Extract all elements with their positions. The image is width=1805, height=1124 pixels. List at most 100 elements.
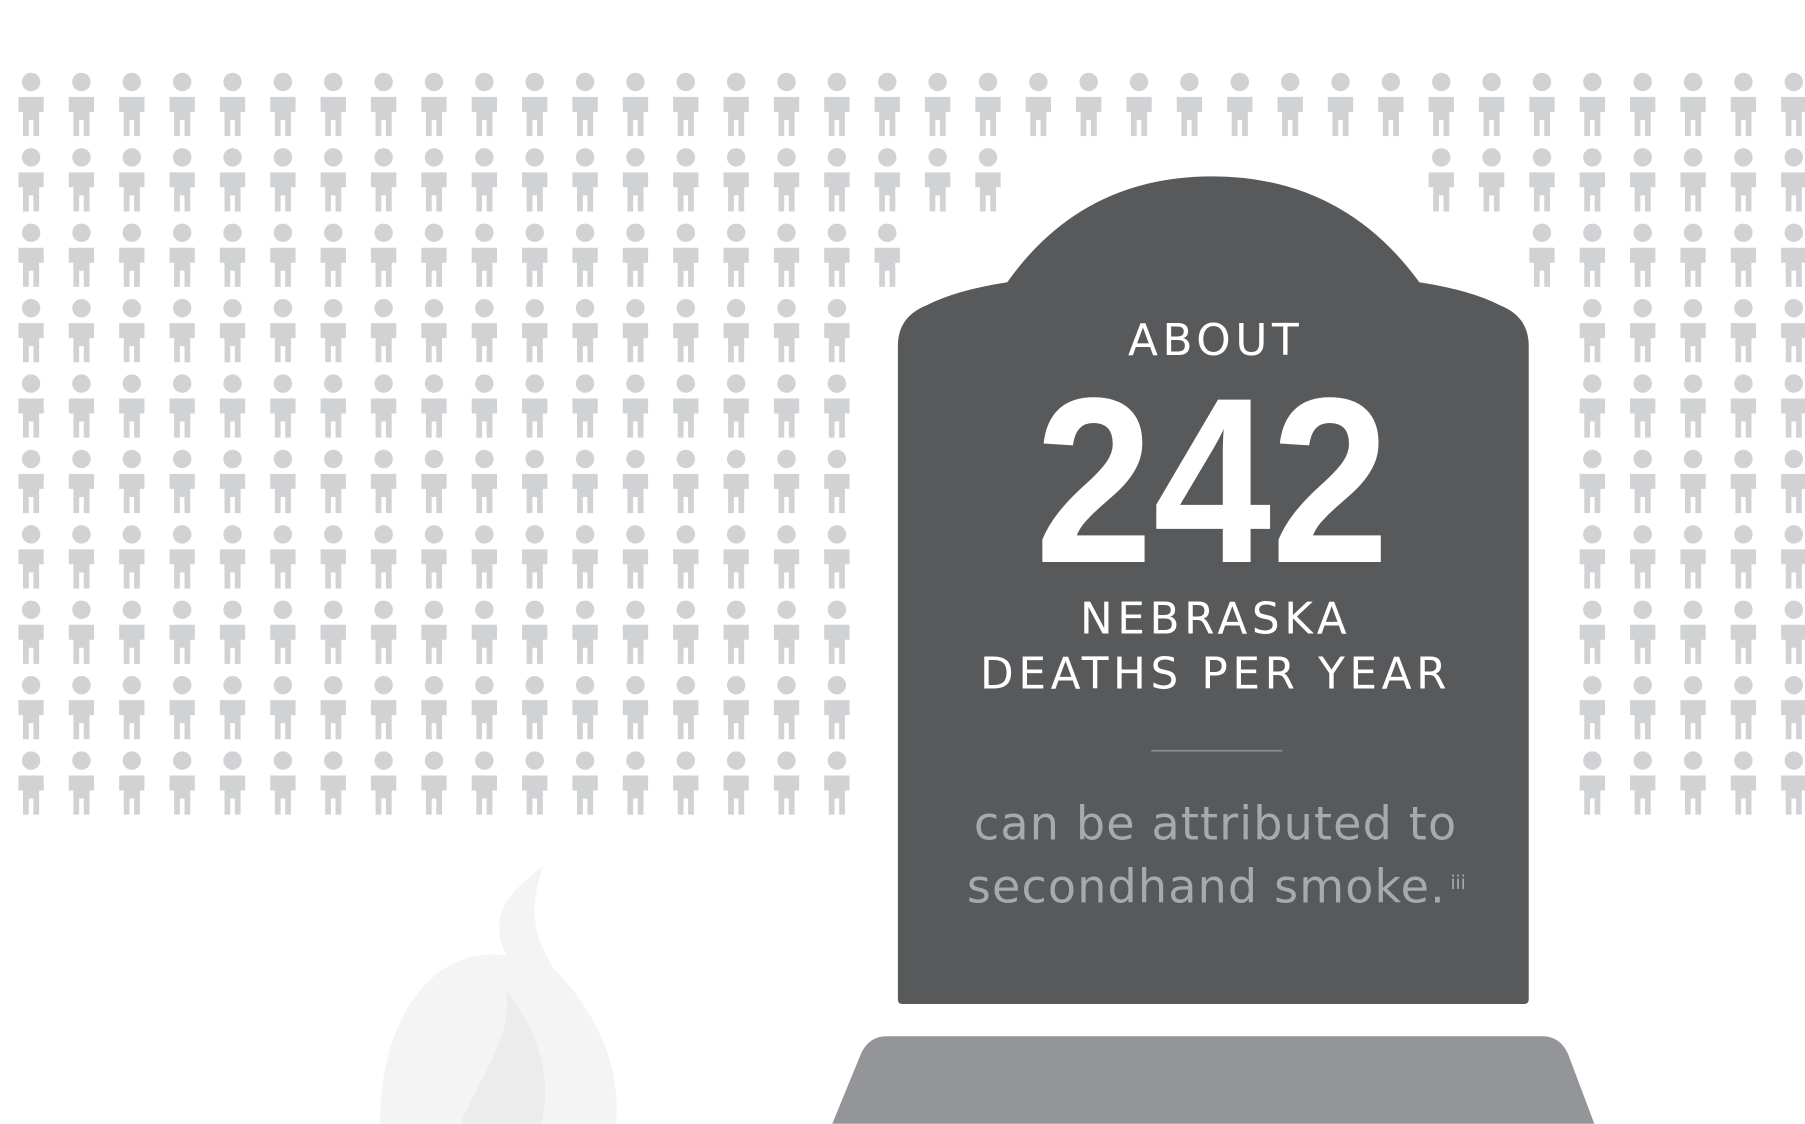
person-icon xyxy=(18,148,43,211)
person-icon xyxy=(1580,224,1605,287)
person-icon xyxy=(270,374,295,437)
person-icon xyxy=(18,525,43,588)
person-icon xyxy=(572,73,597,136)
person-icon xyxy=(119,601,144,664)
person-icon xyxy=(220,224,245,287)
person-icon xyxy=(1630,299,1655,362)
person-icon xyxy=(673,525,698,588)
person-icon xyxy=(572,450,597,513)
person-icon xyxy=(673,751,698,814)
caption-line: can be attributed to xyxy=(974,796,1457,850)
person-icon xyxy=(1680,224,1705,287)
person-icon xyxy=(170,676,195,739)
person-icon xyxy=(1680,525,1705,588)
person-icon xyxy=(522,450,547,513)
person-icon xyxy=(1630,73,1655,136)
person-icon xyxy=(623,751,648,814)
person-icon xyxy=(421,751,446,814)
page: ABOUT 242 NEBRASKA DEATHS PER YEAR can b… xyxy=(0,0,1805,1124)
person-icon xyxy=(1680,676,1705,739)
person-icon xyxy=(18,450,43,513)
person-icon xyxy=(774,374,799,437)
person-icon xyxy=(723,450,748,513)
person-icon xyxy=(824,299,849,362)
person-icon xyxy=(371,751,396,814)
person-icon xyxy=(522,676,547,739)
person-icon xyxy=(875,224,900,287)
person-icon xyxy=(925,148,950,211)
person-icon xyxy=(69,299,94,362)
person-icon xyxy=(321,224,346,287)
person-icon xyxy=(975,73,1000,136)
person-icon xyxy=(1227,73,1252,136)
person-icon xyxy=(1479,148,1504,211)
person-icon xyxy=(119,450,144,513)
person-icon xyxy=(1479,73,1504,136)
person-icon xyxy=(572,525,597,588)
person-icon xyxy=(673,601,698,664)
person-icon xyxy=(119,224,144,287)
person-icon xyxy=(1731,601,1756,664)
person-icon xyxy=(421,299,446,362)
person-icon xyxy=(1731,374,1756,437)
tombstone-base xyxy=(832,1036,1594,1123)
person-icon xyxy=(623,601,648,664)
person-icon xyxy=(774,299,799,362)
person-icon xyxy=(170,751,195,814)
person-icon xyxy=(69,450,94,513)
person-icon xyxy=(522,224,547,287)
person-icon xyxy=(673,374,698,437)
person-icon xyxy=(1630,751,1655,814)
person-icon xyxy=(371,299,396,362)
person-icon xyxy=(69,751,94,814)
person-icon xyxy=(1630,450,1655,513)
person-icon xyxy=(170,374,195,437)
person-icon xyxy=(1731,148,1756,211)
person-icon xyxy=(1529,224,1554,287)
person-icon xyxy=(421,374,446,437)
person-icon xyxy=(220,525,245,588)
person-icon xyxy=(170,450,195,513)
person-icon xyxy=(18,73,43,136)
person-icon xyxy=(1731,299,1756,362)
person-icon xyxy=(69,601,94,664)
person-icon xyxy=(572,224,597,287)
person-icon xyxy=(270,299,295,362)
person-icon xyxy=(774,601,799,664)
person-icon xyxy=(824,374,849,437)
person-icon xyxy=(572,676,597,739)
footnote: iii xyxy=(1450,873,1465,894)
person-icon xyxy=(623,525,648,588)
person-icon xyxy=(623,676,648,739)
person-icon xyxy=(774,676,799,739)
person-icon xyxy=(18,374,43,437)
smoke xyxy=(380,866,617,1124)
person-icon xyxy=(371,148,396,211)
person-icon xyxy=(69,73,94,136)
person-icon xyxy=(472,751,497,814)
person-icon xyxy=(1781,751,1805,814)
person-icon xyxy=(673,676,698,739)
person-icon xyxy=(1781,73,1805,136)
person-icon xyxy=(673,299,698,362)
person-icon xyxy=(1781,676,1805,739)
person-icon xyxy=(170,601,195,664)
person-icon xyxy=(1630,525,1655,588)
person-icon xyxy=(18,751,43,814)
caption-line: secondhand smoke. xyxy=(967,860,1446,914)
person-icon xyxy=(472,525,497,588)
person-icon xyxy=(673,224,698,287)
person-icon xyxy=(472,148,497,211)
person-icon xyxy=(572,374,597,437)
person-icon xyxy=(371,525,396,588)
person-icon xyxy=(824,525,849,588)
person-icon xyxy=(1781,450,1805,513)
person-icon xyxy=(824,601,849,664)
person-icon xyxy=(220,299,245,362)
person-icon xyxy=(69,224,94,287)
person-icon xyxy=(673,450,698,513)
person-icon xyxy=(170,299,195,362)
person-icon xyxy=(119,374,144,437)
person-icon xyxy=(723,374,748,437)
person-icon xyxy=(1680,374,1705,437)
